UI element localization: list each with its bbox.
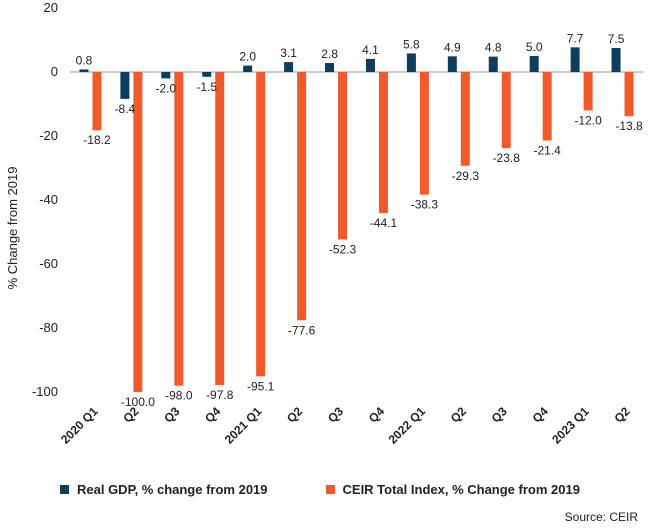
bar-ceir <box>378 72 388 214</box>
data-label-gdp: 7.7 <box>567 31 584 45</box>
bar-ceir <box>297 72 307 321</box>
x-tick-label: Q3 <box>325 404 346 425</box>
y-tick-label: -60 <box>39 256 58 271</box>
y-tick-label: -20 <box>39 128 58 143</box>
bars-group <box>79 47 634 392</box>
bar-ceir <box>583 72 593 111</box>
data-label-ceir: -95.1 <box>247 379 275 393</box>
data-label-gdp: 4.9 <box>444 40 461 54</box>
data-label-gdp: 0.8 <box>76 53 93 67</box>
data-label-gdp: -1.5 <box>196 80 217 94</box>
bar-gdp <box>243 65 253 72</box>
data-label-gdp: 5.8 <box>403 37 420 51</box>
data-label-gdp: -2.0 <box>155 81 176 95</box>
data-label-ceir: -97.8 <box>206 388 234 402</box>
legend-swatch-gdp <box>60 485 69 494</box>
data-label-gdp: 4.8 <box>485 41 502 55</box>
x-tick-label: 2021 Q1 <box>222 404 265 447</box>
bar-ceir <box>460 72 470 166</box>
bar-ceir <box>419 72 429 195</box>
data-label-ceir: -21.4 <box>533 143 561 157</box>
bar-ceir <box>624 72 634 117</box>
x-tick-label: Q4 <box>202 404 223 425</box>
bar-ceir <box>501 72 511 149</box>
y-tick-label: -40 <box>39 192 58 207</box>
y-axis-title: % Change from 2019 <box>5 167 20 290</box>
data-label-gdp: 7.5 <box>608 32 625 46</box>
bar-gdp <box>161 72 171 79</box>
data-label-ceir: -29.3 <box>452 169 480 183</box>
data-label-ceir: -100.0 <box>121 395 155 409</box>
bar-gdp <box>570 47 580 72</box>
bar-ceir <box>542 72 552 141</box>
bar-gdp <box>325 63 335 72</box>
data-label-gdp: 3.1 <box>280 46 297 60</box>
legend-swatch-ceir <box>325 485 335 494</box>
y-tick-label: -100 <box>32 384 58 399</box>
bar-gdp <box>488 56 498 72</box>
data-label-ceir: -12.0 <box>574 113 602 127</box>
data-label-gdp: 2.8 <box>321 47 338 61</box>
bar-gdp <box>120 72 130 99</box>
bar-gdp <box>79 69 89 72</box>
bar-ceir <box>256 72 266 377</box>
bar-ceir <box>92 72 102 131</box>
legend: Real GDP, % change from 2019 CEIR Total … <box>60 482 580 497</box>
data-label-gdp: -8.4 <box>115 102 136 116</box>
data-label-ceir: -38.3 <box>411 198 439 212</box>
x-tick-label: Q4 <box>530 404 551 425</box>
x-tick-label: Q2 <box>448 404 469 425</box>
bar-ceir <box>215 72 225 385</box>
legend-label-gdp: Real GDP, % change from 2019 <box>77 482 268 497</box>
data-label-gdp: 5.0 <box>526 40 543 54</box>
x-tick-label: 2023 Q1 <box>549 404 592 447</box>
bar-gdp <box>529 56 539 72</box>
data-label-ceir: -98.0 <box>165 389 193 403</box>
bar-gdp <box>284 62 294 72</box>
bar-ceir <box>338 72 348 240</box>
data-label-ceir: -44.1 <box>370 216 398 230</box>
x-tick-label: 2022 Q1 <box>386 404 429 447</box>
x-tick-label: Q3 <box>489 404 510 425</box>
bar-gdp <box>611 48 621 72</box>
data-labels-group: 0.8 -18.2 -8.4 -100.0 -2.0 -98.0 -1.5 -97.8 2.0 -… <box>76 31 643 409</box>
legend-item-gdp: Real GDP, % change from 2019 <box>60 482 268 497</box>
y-tick-label: 20 <box>44 0 58 15</box>
bar-gdp <box>202 72 212 77</box>
data-label-ceir: -18.2 <box>83 133 111 147</box>
data-label-gdp: 2.0 <box>239 50 256 64</box>
data-label-ceir: -52.3 <box>329 242 357 256</box>
x-tick-label: Q4 <box>366 404 387 425</box>
x-tick-label: Q2 <box>284 404 305 425</box>
bar-chart: % Change from 2019 20 0 -20 -40 -60 -80 -100 0… <box>5 0 643 447</box>
data-label-ceir: -23.8 <box>493 151 521 165</box>
legend-label-ceir: CEIR Total Index, % Change from 2019 <box>342 482 580 497</box>
bar-gdp <box>447 56 457 72</box>
x-tick-label: Q2 <box>611 404 632 425</box>
data-label-gdp: 4.1 <box>362 43 379 57</box>
y-tick-label: -80 <box>39 320 58 335</box>
y-axis-title-group: % Change from 2019 <box>5 167 20 290</box>
data-label-ceir: -77.6 <box>288 323 316 337</box>
bar-ceir <box>133 72 143 392</box>
bar-ceir <box>174 72 184 386</box>
y-tick-label: 0 <box>51 64 58 79</box>
bar-gdp <box>365 58 375 72</box>
y-axis-ticks: 20 0 -20 -40 -60 -80 -100 <box>32 0 58 399</box>
bar-gdp <box>406 53 416 72</box>
legend-item-ceir: CEIR Total Index, % Change from 2019 <box>325 482 580 497</box>
x-tick-label: 2020 Q1 <box>58 404 101 447</box>
source-note: Source: CEIR <box>564 510 638 524</box>
data-label-ceir: -13.8 <box>615 119 643 133</box>
x-tick-label: Q3 <box>161 404 182 425</box>
